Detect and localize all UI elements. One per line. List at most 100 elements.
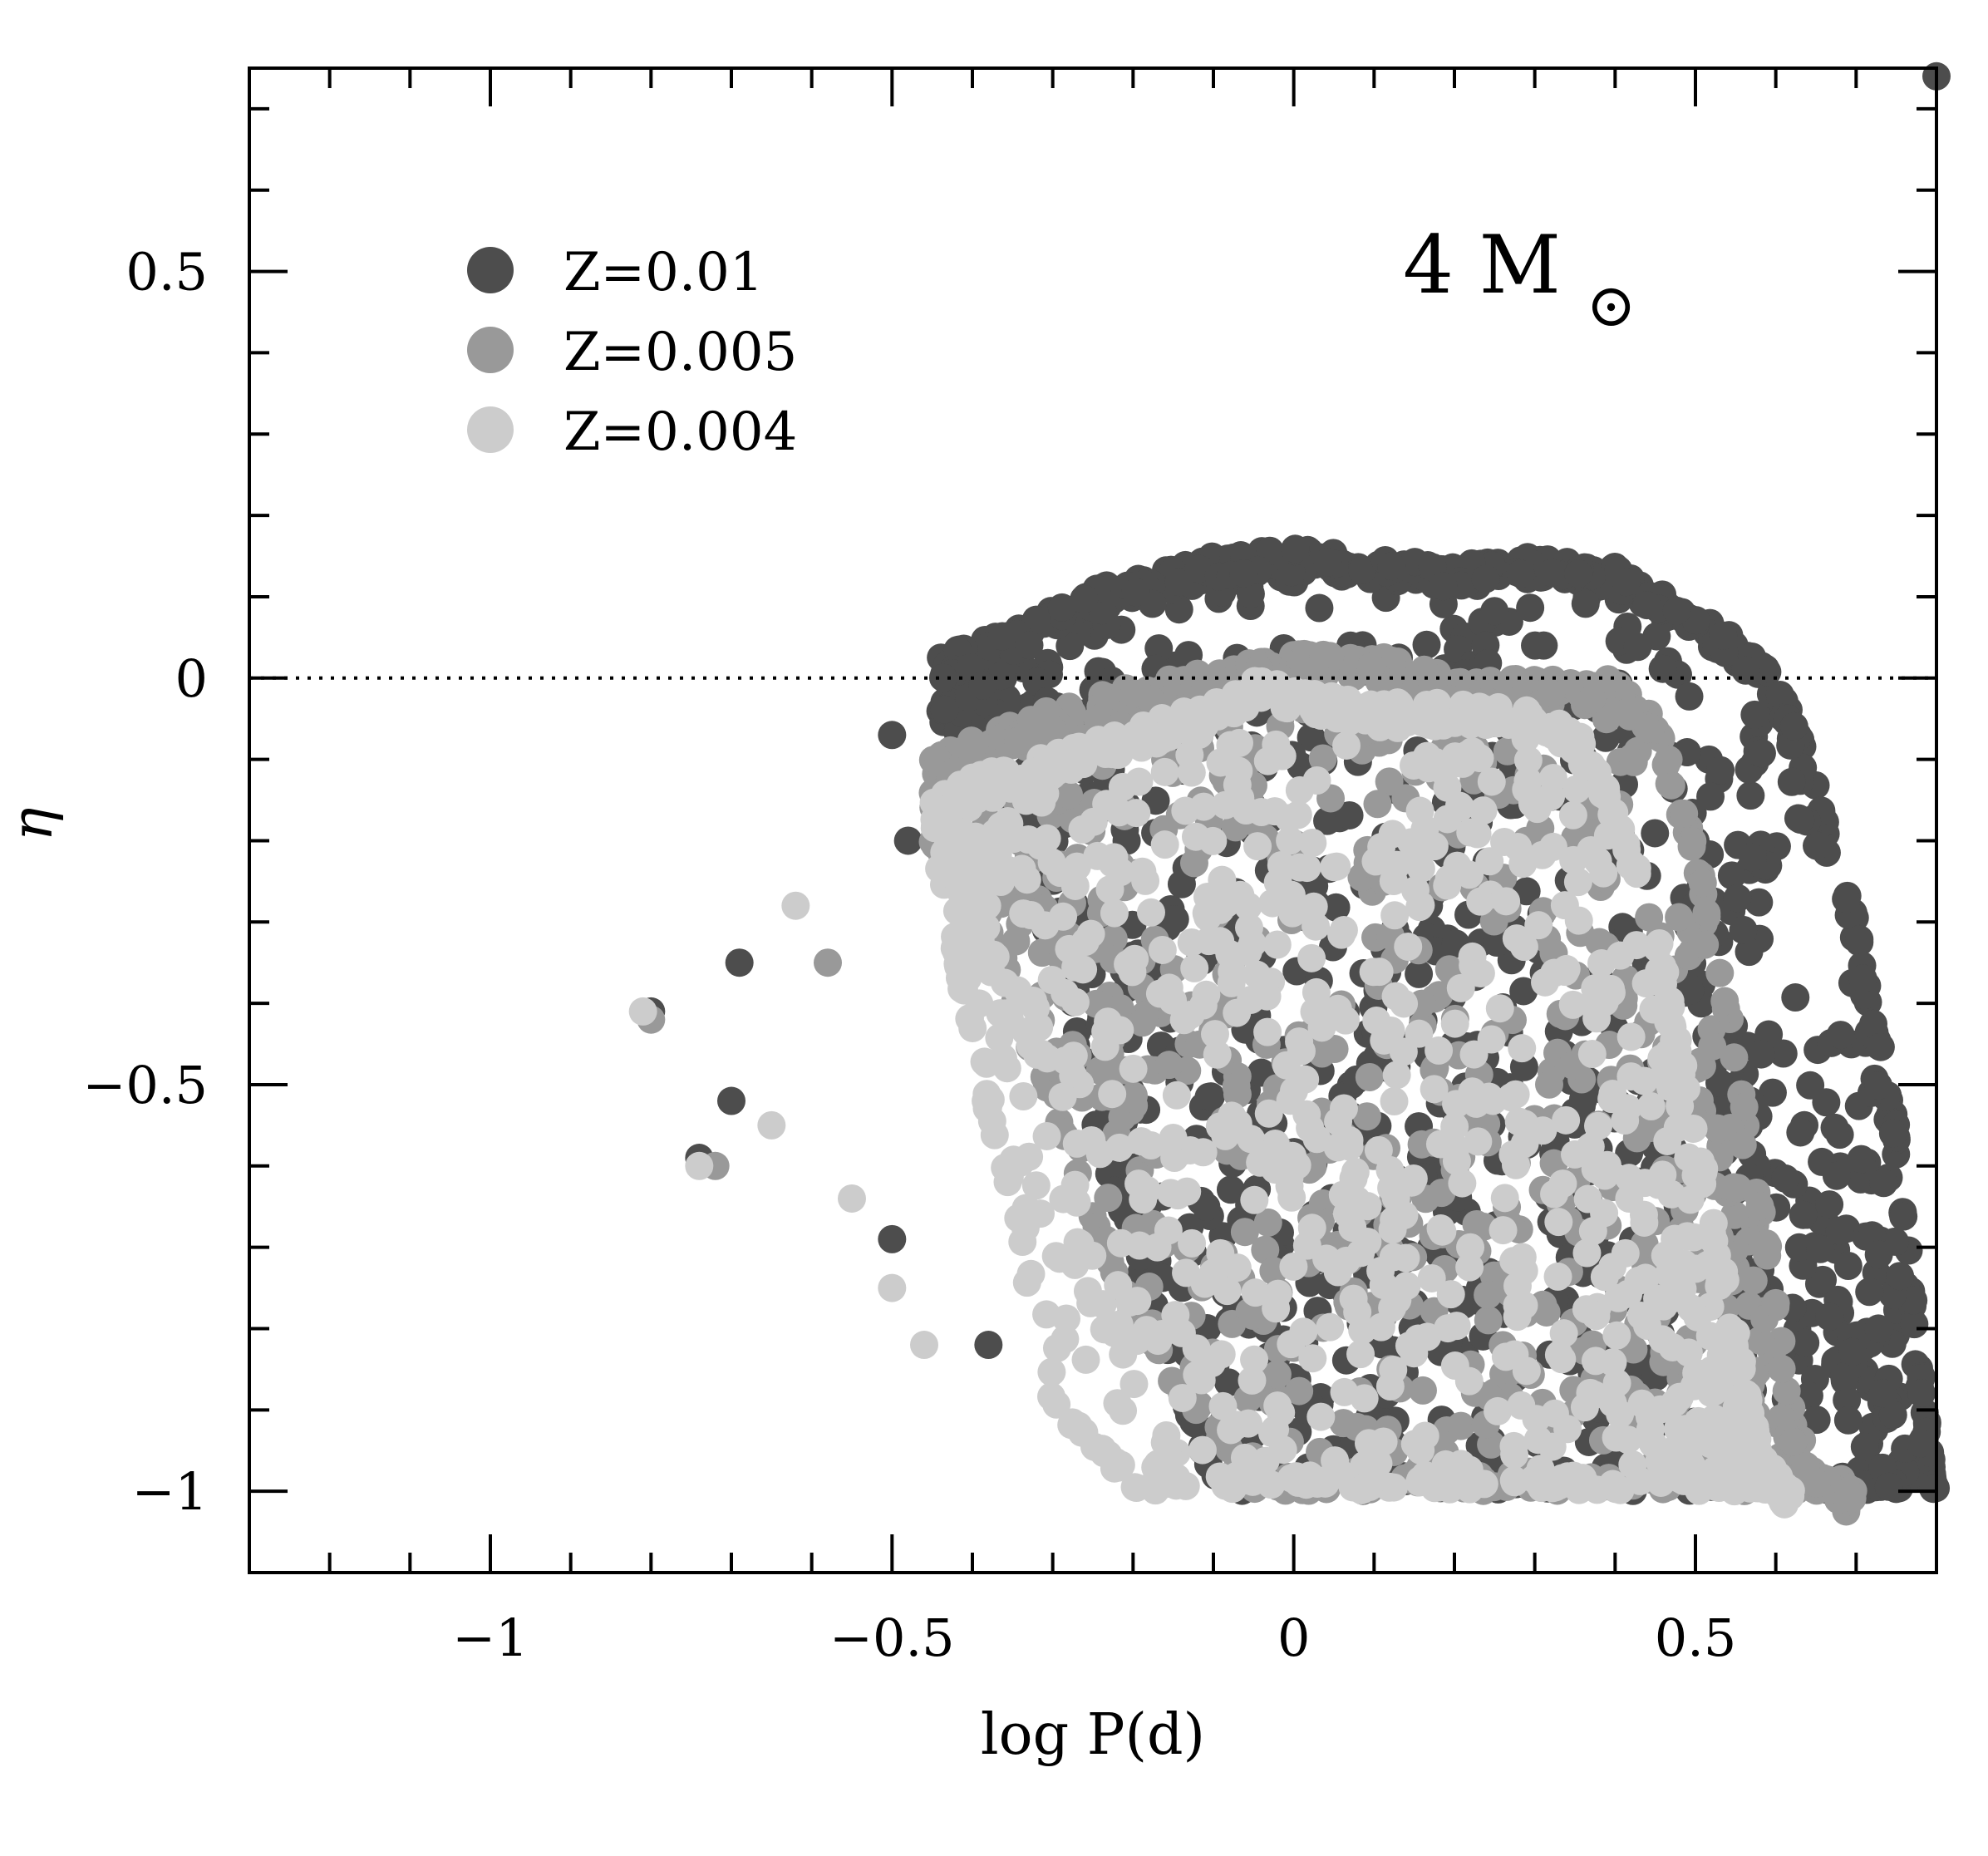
data-point	[1069, 955, 1098, 984]
data-point	[1119, 1054, 1148, 1083]
data-point	[1434, 864, 1464, 894]
data-point	[1189, 792, 1218, 821]
data-point	[1567, 749, 1597, 778]
data-point	[1739, 843, 1768, 872]
data-point	[1253, 1208, 1282, 1237]
data-point	[1543, 1262, 1572, 1291]
data-point	[1356, 1468, 1385, 1497]
data-point	[1313, 548, 1342, 577]
data-point	[628, 997, 657, 1026]
data-point	[1346, 1340, 1375, 1369]
data-point	[1550, 891, 1579, 920]
data-point	[1471, 564, 1500, 593]
y-axis-label: η	[0, 807, 66, 841]
data-point	[1681, 1254, 1710, 1283]
data-point	[1178, 1228, 1207, 1258]
legend-item: Z=0.004	[467, 401, 797, 463]
data-point	[1307, 1039, 1336, 1068]
data-point	[1442, 746, 1471, 775]
data-point	[1196, 1082, 1225, 1111]
data-point	[1812, 1088, 1841, 1117]
data-point	[1198, 826, 1228, 855]
data-point	[1090, 1315, 1119, 1344]
data-point	[1382, 1061, 1411, 1090]
data-point	[1122, 1474, 1151, 1503]
data-point	[1687, 1154, 1716, 1184]
legend-marker	[467, 406, 514, 453]
data-point	[1323, 1258, 1352, 1287]
data-point	[1662, 596, 1691, 625]
plot-frame	[248, 66, 1938, 1574]
data-point	[1850, 1432, 1879, 1461]
data-point	[1425, 1130, 1454, 1159]
data-point	[1405, 959, 1434, 988]
x-tick-label: −0.5	[829, 1607, 955, 1668]
data-point	[1379, 1243, 1408, 1272]
data-point	[1469, 1470, 1498, 1499]
data-point	[1324, 1107, 1353, 1136]
data-point	[1661, 1283, 1690, 1312]
data-point	[1175, 741, 1204, 770]
data-point	[1188, 1435, 1217, 1465]
data-point	[1309, 640, 1338, 669]
data-point	[1593, 665, 1622, 694]
data-point	[1646, 1468, 1676, 1497]
data-point	[1529, 631, 1558, 660]
data-point	[1847, 1145, 1876, 1174]
data-point	[1717, 861, 1746, 890]
data-point	[1218, 957, 1247, 986]
data-point	[1440, 1009, 1469, 1038]
data-point	[1380, 1087, 1409, 1116]
data-point	[1281, 534, 1310, 564]
data-point	[1063, 1228, 1092, 1257]
data-point	[1786, 805, 1815, 834]
data-point	[1297, 943, 1326, 972]
data-point	[1405, 1019, 1434, 1048]
data-point	[1710, 987, 1740, 1016]
data-point	[1217, 1415, 1246, 1445]
data-point	[1106, 1228, 1135, 1258]
data-point	[1540, 1179, 1569, 1209]
data-point	[1864, 1071, 1893, 1100]
data-point	[1401, 836, 1430, 865]
data-point	[1705, 958, 1735, 987]
data-point	[1356, 652, 1385, 682]
data-point	[1592, 705, 1621, 734]
data-point	[1765, 681, 1794, 710]
data-point	[1483, 709, 1512, 738]
data-point	[1696, 782, 1725, 811]
data-point	[1739, 1266, 1768, 1295]
mass-annotation-subscript: ⊙	[1586, 270, 1636, 340]
data-point	[999, 1147, 1028, 1176]
data-point	[1803, 831, 1832, 860]
data-point	[1354, 1429, 1383, 1458]
data-point	[1390, 1201, 1419, 1230]
legend: Z=0.01 Z=0.005 Z=0.004	[467, 242, 797, 463]
data-point	[1322, 704, 1351, 733]
data-point	[1046, 859, 1075, 888]
data-point	[1671, 1415, 1700, 1444]
data-point	[1546, 721, 1575, 750]
data-point	[1504, 1107, 1533, 1136]
data-point	[1104, 1271, 1133, 1300]
data-point	[1379, 1355, 1408, 1384]
data-point	[1720, 1043, 1749, 1072]
data-point	[1661, 1224, 1690, 1253]
data-point	[1076, 919, 1105, 948]
legend-label: Z=0.005	[563, 322, 797, 383]
data-point	[1298, 1344, 1327, 1373]
data-point	[1677, 832, 1706, 861]
data-point	[1772, 1376, 1801, 1406]
legend-item: Z=0.01	[467, 242, 764, 303]
data-point	[1758, 1078, 1787, 1107]
data-point	[893, 826, 923, 855]
data-point	[1512, 775, 1541, 804]
data-point	[1277, 1464, 1306, 1493]
data-point	[1612, 568, 1641, 597]
data-point	[1136, 898, 1165, 927]
data-point	[1292, 1231, 1321, 1260]
data-point	[1344, 697, 1373, 726]
data-point	[1243, 832, 1272, 861]
data-point	[1120, 944, 1149, 973]
data-point	[1878, 1119, 1907, 1148]
